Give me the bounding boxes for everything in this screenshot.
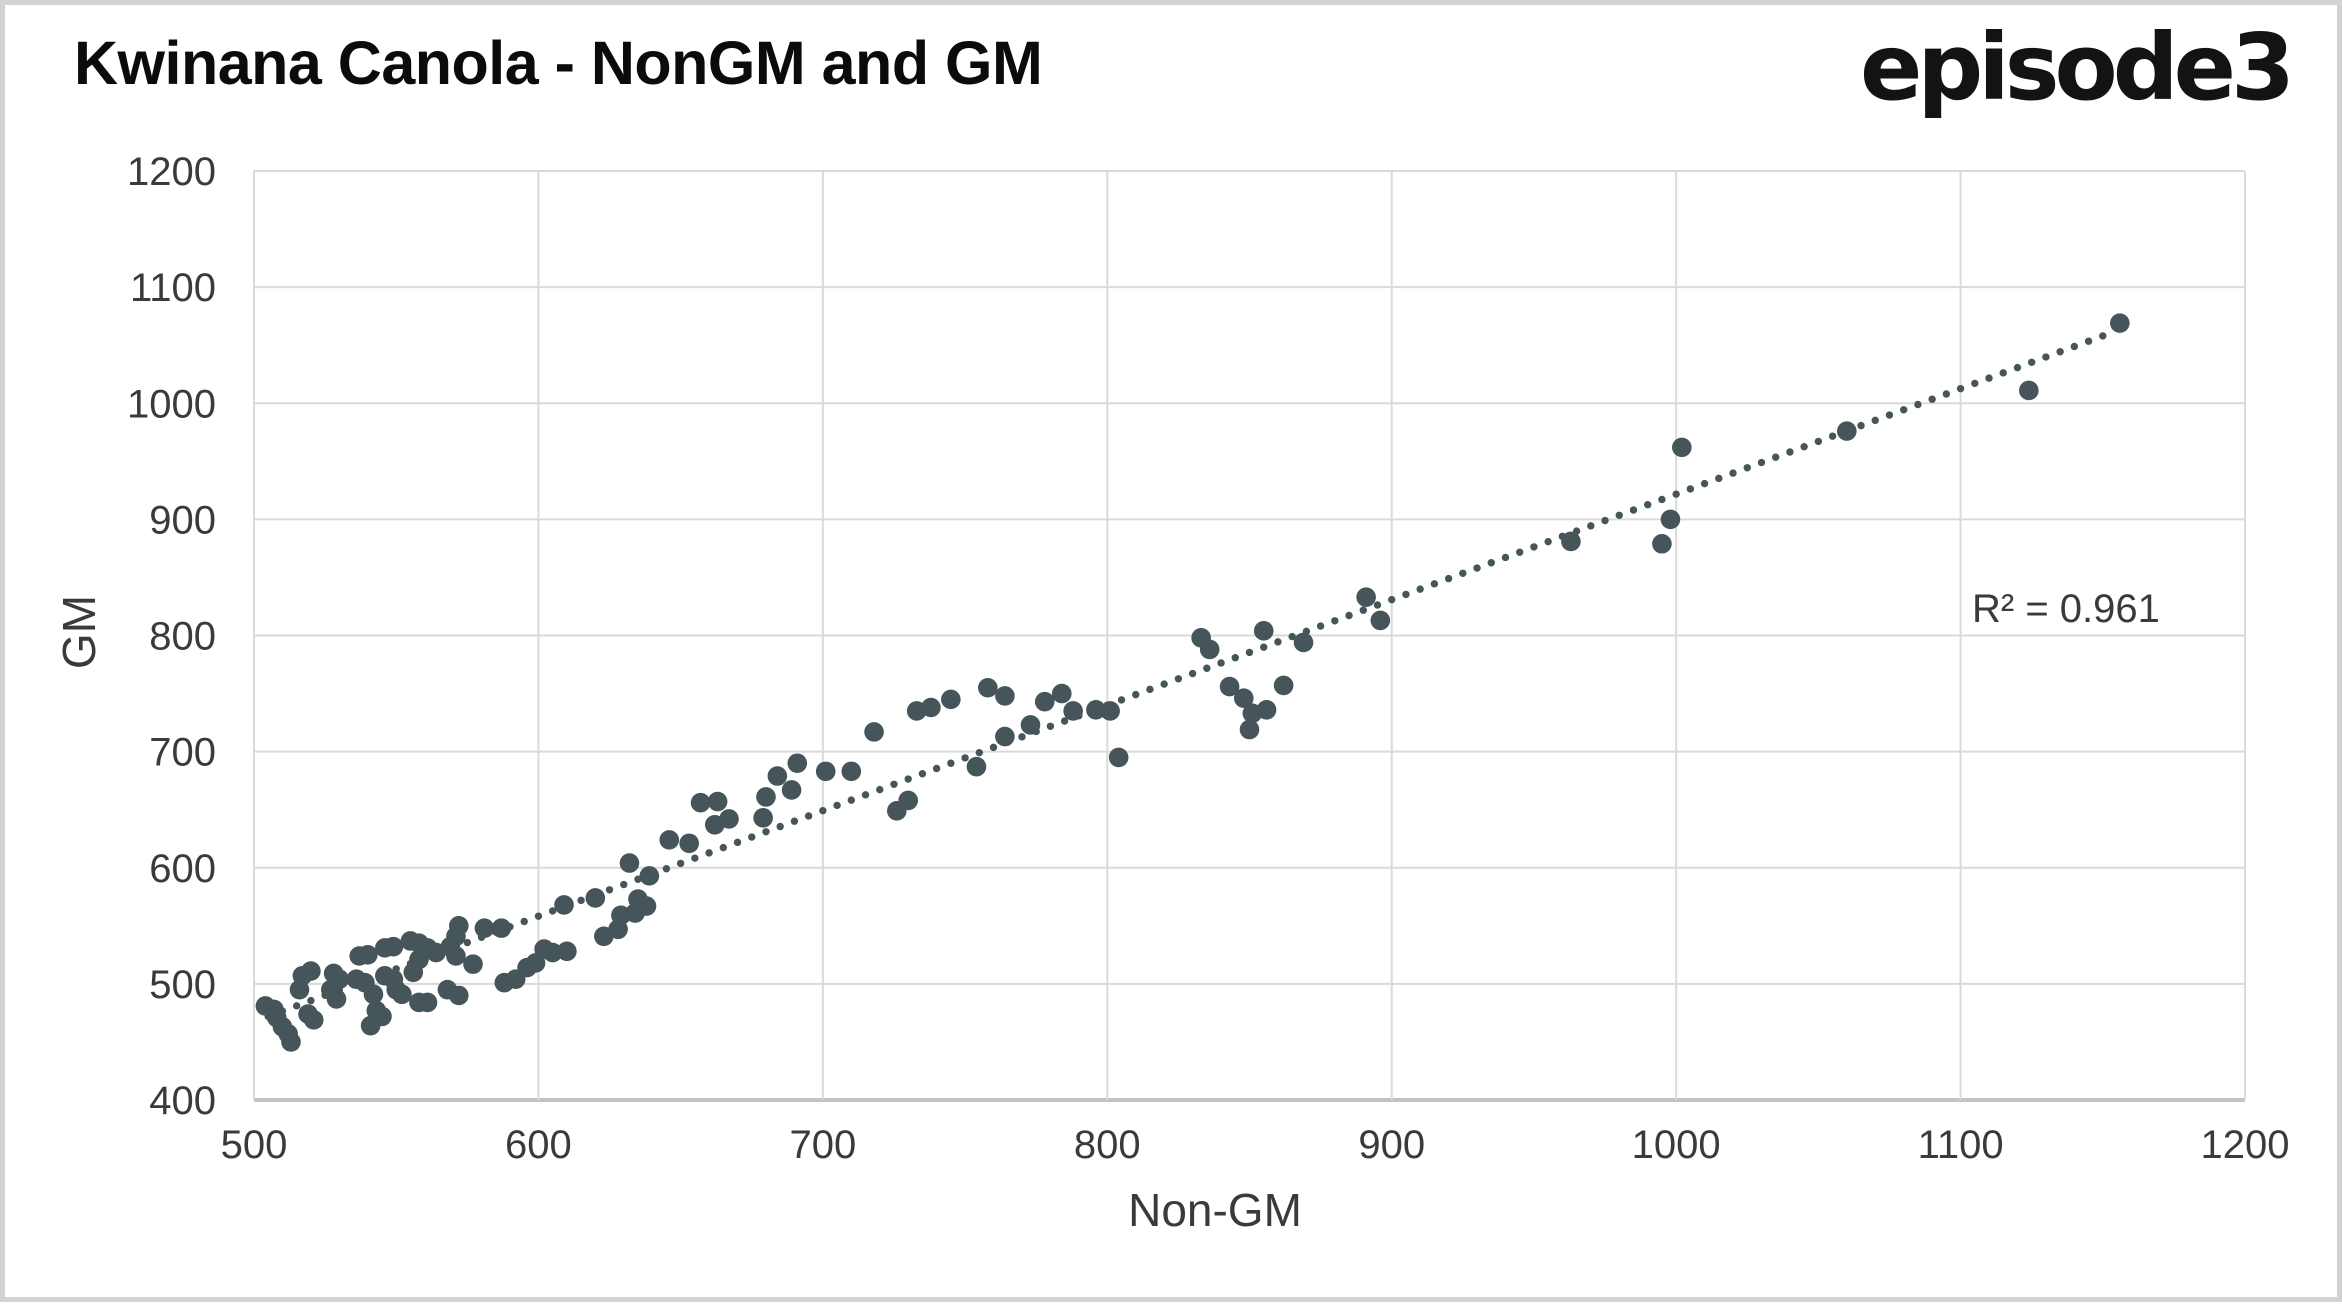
svg-text:900: 900 — [1358, 1123, 1425, 1167]
svg-text:500: 500 — [149, 963, 216, 1007]
svg-text:800: 800 — [149, 615, 216, 659]
svg-text:1100: 1100 — [130, 266, 216, 310]
svg-text:900: 900 — [149, 498, 216, 542]
svg-text:400: 400 — [149, 1079, 216, 1123]
gridlines — [253, 170, 2246, 1102]
episode3-logo: episode3 — [1859, 14, 2295, 121]
r-squared-annotation: R² = 0.961 — [1972, 587, 2160, 631]
svg-text:1200: 1200 — [127, 150, 216, 194]
data-points — [255, 313, 2130, 1052]
svg-text:600: 600 — [505, 1123, 572, 1167]
svg-text:1000: 1000 — [127, 382, 216, 426]
trendline-dotted — [264, 332, 2107, 1021]
svg-text:600: 600 — [149, 847, 216, 891]
y-axis-title: GM — [53, 595, 105, 669]
svg-text:500: 500 — [221, 1123, 288, 1167]
svg-text:700: 700 — [789, 1123, 856, 1167]
svg-text:700: 700 — [149, 731, 216, 775]
svg-text:1200: 1200 — [2201, 1123, 2290, 1167]
svg-text:800: 800 — [1074, 1123, 1141, 1167]
x-axis-title: Non-GM — [1128, 1184, 1302, 1236]
svg-text:1100: 1100 — [1918, 1123, 2004, 1167]
chart-title: Kwinana Canola - NonGM and GM — [74, 29, 1043, 97]
svg-text:1000: 1000 — [1632, 1123, 1721, 1167]
